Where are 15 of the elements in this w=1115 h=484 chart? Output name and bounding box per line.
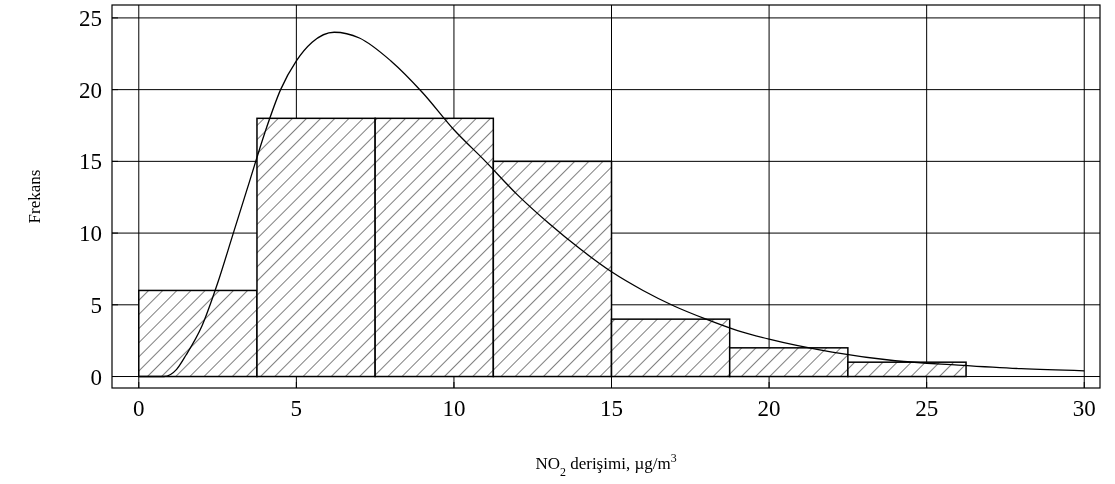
x-tick-label: 0: [133, 396, 145, 421]
x-tick-label: 25: [915, 396, 939, 421]
y-tick-label: 5: [90, 292, 102, 318]
y-axis-title: Frekans: [25, 169, 44, 224]
x-tick-label: 20: [757, 396, 781, 421]
x-tick-label: 30: [1072, 396, 1096, 421]
y-tick-label: 20: [79, 77, 102, 103]
x-tick-label: 15: [600, 396, 624, 421]
y-tick-label: 25: [79, 5, 102, 31]
y-tick-label: 0: [90, 364, 102, 390]
x-axis-title: NO$_{2}$ derişimi, µg/m$^{3}$: [535, 451, 677, 479]
y-tick-label: 10: [79, 221, 102, 247]
x-tick-label: 5: [290, 396, 303, 421]
x-tick-label: 10: [442, 396, 466, 421]
y-tick-label: 15: [79, 149, 102, 175]
